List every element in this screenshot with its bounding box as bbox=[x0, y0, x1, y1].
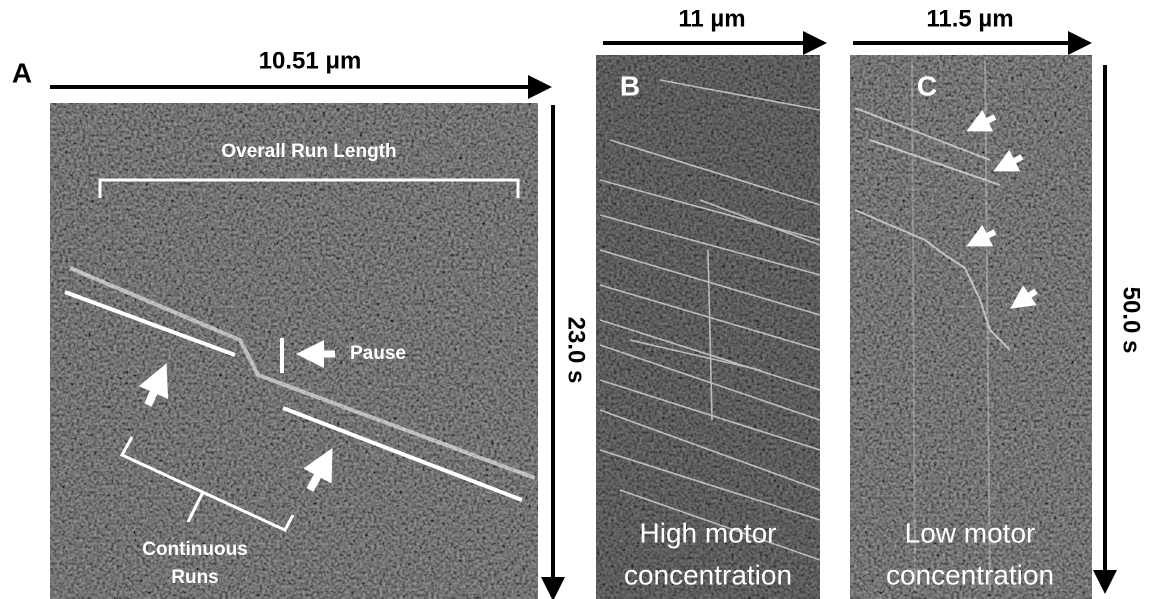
caption: High motor bbox=[640, 517, 777, 548]
panel-label: B bbox=[620, 70, 640, 101]
axis-label: 23.0 s bbox=[563, 317, 590, 384]
axis-label: 10.51 μm bbox=[259, 47, 362, 74]
annotation: Overall Run Length bbox=[221, 141, 396, 162]
panel-label: A bbox=[12, 57, 32, 88]
annotation: Runs bbox=[171, 567, 219, 588]
axis-label: 50.0 s bbox=[1118, 287, 1145, 354]
annotation: Pause bbox=[350, 343, 406, 364]
caption: concentration bbox=[886, 559, 1054, 590]
panel-label: C bbox=[917, 70, 937, 101]
caption: concentration bbox=[624, 559, 792, 590]
axis-label: 11.5 µm bbox=[926, 5, 1013, 32]
axis-label: 11 µm bbox=[678, 5, 745, 32]
noise bbox=[50, 103, 538, 599]
annotation: Continuous bbox=[142, 539, 248, 560]
caption: Low motor bbox=[905, 517, 1036, 548]
figure: Overall Run Length Pause Continuous Runs… bbox=[0, 0, 1156, 599]
